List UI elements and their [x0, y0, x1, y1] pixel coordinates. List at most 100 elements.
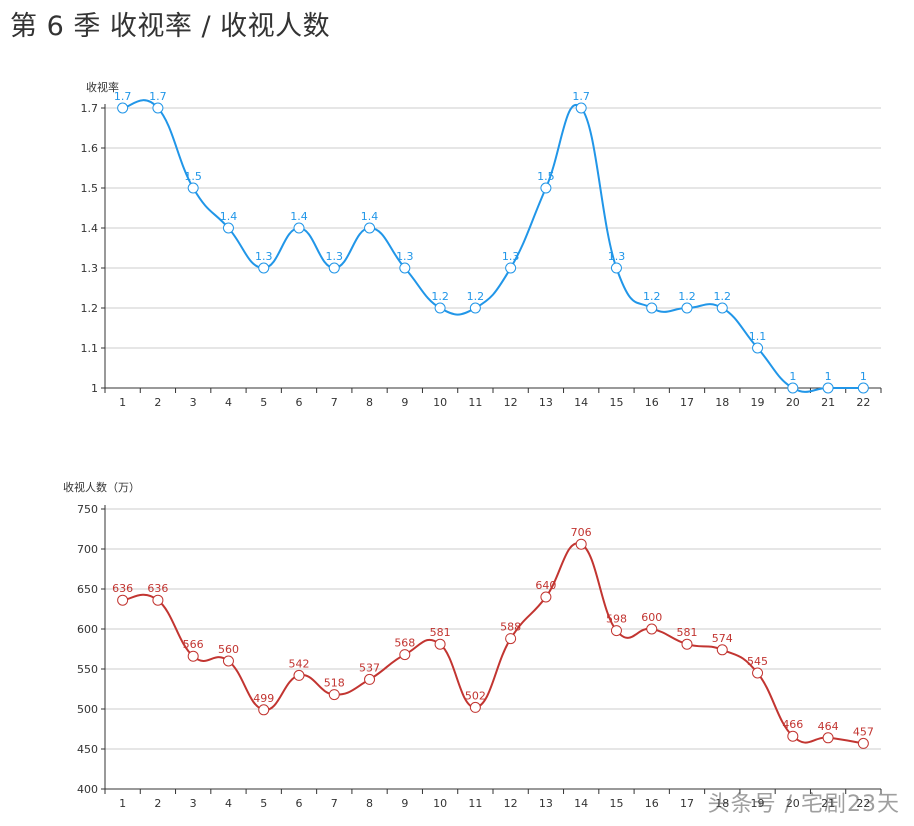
chart2-y-tick-label: 400 — [77, 783, 98, 796]
chart1-y-axis-title: 收视率 — [86, 80, 119, 94]
chart1-data-point — [293, 222, 305, 234]
chart2-x-tick-label: 20 — [786, 797, 800, 810]
chart1-data-label: 1.2 — [467, 290, 485, 303]
chart1-data-point — [187, 182, 199, 194]
chart1-data-point — [822, 382, 834, 394]
chart2-data-label: 600 — [641, 611, 662, 624]
chart1-data-point — [681, 302, 693, 314]
chart2-data-point — [399, 649, 411, 661]
chart2-data-label: 466 — [782, 718, 803, 731]
chart1-data-point — [857, 382, 869, 394]
chart1-x-tick-label: 12 — [504, 396, 518, 409]
chart1-data-label: 1.3 — [396, 250, 414, 263]
chart1-x-tick-label: 22 — [856, 396, 870, 409]
chart1-data-point — [258, 262, 270, 274]
chart1-data-point — [505, 262, 517, 274]
chart2-y-axis-title: 收视人数（万） — [63, 480, 140, 494]
chart2-data-label: 518 — [324, 677, 345, 690]
chart1-y-tick-label: 1.7 — [81, 102, 99, 115]
chart1-x-tick-label: 6 — [296, 396, 303, 409]
chart2-data-point — [364, 673, 376, 685]
chart2-data-label: 598 — [606, 613, 627, 626]
chart2-data-label: 542 — [289, 657, 310, 670]
chart2-data-label: 588 — [500, 621, 521, 634]
chart1-x-tick-label: 14 — [574, 396, 588, 409]
chart2-data-label: 560 — [218, 643, 239, 656]
chart2-data-label: 537 — [359, 661, 380, 674]
chart2-data-point — [681, 638, 693, 650]
chart1-y-tick-label: 1.4 — [81, 222, 99, 235]
chart1-data-point — [222, 222, 234, 234]
chart2-x-tick-label: 3 — [190, 797, 197, 810]
chart2-data-label: 545 — [747, 655, 768, 668]
chart2-data-point — [434, 638, 446, 650]
chart2-x-tick-label: 8 — [366, 797, 373, 810]
chart2-data-label: 457 — [853, 725, 874, 738]
chart1-data-point — [610, 262, 622, 274]
chart2-data-point — [258, 704, 270, 716]
chart2-data-point — [293, 669, 305, 681]
chart2-data-point — [469, 701, 481, 713]
chart2-data-point — [328, 689, 340, 701]
chart1-data-point — [152, 102, 164, 114]
chart1-x-tick-label: 9 — [401, 396, 408, 409]
chart2-y-tick-label: 550 — [77, 663, 98, 676]
chart2-data-label: 706 — [571, 526, 592, 539]
chart2-y-tick-label: 750 — [77, 503, 98, 516]
chart1-data-label: 1 — [789, 370, 796, 383]
chart2-x-tick-label: 2 — [154, 797, 161, 810]
chart2-data-label: 636 — [147, 582, 168, 595]
chart1-data-label: 1.4 — [290, 210, 308, 223]
chart2-data-point — [152, 594, 164, 606]
chart1-data-point — [469, 302, 481, 314]
chart1-data-label: 1.4 — [220, 210, 238, 223]
chart2-data-point — [187, 650, 199, 662]
chart2-data-label: 464 — [818, 720, 839, 733]
chart1-x-tick-label: 5 — [260, 396, 267, 409]
chart1-y-tick-label: 1.2 — [81, 302, 99, 315]
chart2-data-label: 566 — [183, 638, 204, 651]
chart2-data-point — [610, 625, 622, 637]
chart1-data-label: 1.2 — [678, 290, 696, 303]
chart2-series-line — [122, 542, 864, 745]
chart2-x-tick-label: 22 — [856, 797, 870, 810]
chart1-y-tick-label: 1.5 — [81, 182, 99, 195]
chart1-data-point — [646, 302, 658, 314]
chart1-data-label: 1.3 — [502, 250, 520, 263]
chart2-x-tick-label: 19 — [751, 797, 765, 810]
chart1-data-label: 1.3 — [608, 250, 626, 263]
chart1-data-point — [575, 102, 587, 114]
chart2-data-point — [752, 667, 764, 679]
chart2-data-label: 568 — [394, 637, 415, 650]
chart1-data-point — [540, 182, 552, 194]
chart1-x-tick-label: 4 — [225, 396, 232, 409]
chart1-y-tick-label: 1.3 — [81, 262, 99, 275]
chart2-data-label: 581 — [677, 626, 698, 639]
chart1-x-tick-label: 10 — [433, 396, 447, 409]
chart2-data-point — [646, 623, 658, 635]
chart2-x-tick-label: 15 — [609, 797, 623, 810]
chart2-x-tick-label: 18 — [715, 797, 729, 810]
page-title: 第 6 季 收视率 / 收视人数 — [10, 11, 331, 42]
chart2-x-tick-label: 1 — [119, 797, 126, 810]
chart2-x-tick-label: 7 — [331, 797, 338, 810]
chart1-data-point — [752, 342, 764, 354]
chart1-x-tick-label: 16 — [645, 396, 659, 409]
chart1-data-label: 1.4 — [361, 210, 379, 223]
chart1-y-tick-label: 1.1 — [81, 342, 99, 355]
chart1-data-label: 1.3 — [255, 250, 273, 263]
chart2-x-tick-label: 11 — [468, 797, 482, 810]
chart2-data-label: 636 — [112, 582, 133, 595]
chart1-data-label: 1 — [825, 370, 832, 383]
chart2-x-tick-label: 6 — [296, 797, 303, 810]
chart2-y-tick-label: 600 — [77, 623, 98, 636]
chart2-y-tick-label: 650 — [77, 583, 98, 596]
chart1-data-point — [328, 262, 340, 274]
chart1-x-tick-label: 3 — [190, 396, 197, 409]
chart2-data-label: 640 — [535, 579, 556, 592]
chart2-x-tick-label: 9 — [401, 797, 408, 810]
chart1-x-tick-label: 15 — [609, 396, 623, 409]
chart1-data-label: 1.3 — [326, 250, 344, 263]
chart2-data-label: 499 — [253, 692, 274, 705]
chart1-data-label: 1.5 — [537, 170, 555, 183]
